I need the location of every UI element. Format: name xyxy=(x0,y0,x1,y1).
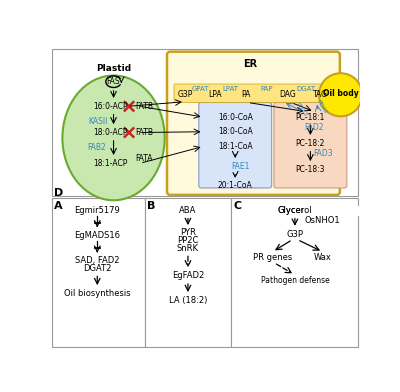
Circle shape xyxy=(319,73,362,116)
Text: D: D xyxy=(54,188,63,198)
Bar xyxy=(52,198,144,347)
Text: Wax: Wax xyxy=(314,253,332,262)
Bar xyxy=(303,206,368,216)
Text: Glycerol: Glycerol xyxy=(278,206,312,215)
Text: Pathogen defense: Pathogen defense xyxy=(260,276,329,285)
Text: LPA: LPA xyxy=(208,90,222,99)
Text: Egmir5179: Egmir5179 xyxy=(74,206,120,215)
Text: DGAT: DGAT xyxy=(296,85,316,92)
FancyBboxPatch shape xyxy=(274,102,347,188)
Text: FATA: FATA xyxy=(135,154,153,163)
Text: A: A xyxy=(54,201,62,211)
Text: PA: PA xyxy=(241,90,251,99)
Text: ABA: ABA xyxy=(179,206,197,215)
Text: 16:0-ACP: 16:0-ACP xyxy=(93,102,128,111)
Text: 16:0-CoA: 16:0-CoA xyxy=(218,113,253,122)
Text: PC-18:3: PC-18:3 xyxy=(296,165,325,174)
Text: LPAT: LPAT xyxy=(222,85,238,92)
FancyBboxPatch shape xyxy=(167,52,340,195)
Bar xyxy=(144,198,231,347)
Text: 18:0-CoA: 18:0-CoA xyxy=(218,127,253,136)
Text: TAG: TAG xyxy=(313,90,328,99)
Text: Oil body: Oil body xyxy=(323,89,358,98)
Text: PP2C: PP2C xyxy=(177,236,199,245)
Text: FATB: FATB xyxy=(135,128,153,137)
Text: ER: ER xyxy=(243,59,257,69)
Text: Plastid: Plastid xyxy=(96,64,131,73)
Text: Oil biosynthesis: Oil biosynthesis xyxy=(64,289,130,298)
Text: G3P: G3P xyxy=(286,230,303,239)
Text: 20:1-CoA: 20:1-CoA xyxy=(218,181,253,190)
Text: 18:1-ACP: 18:1-ACP xyxy=(93,159,128,168)
Text: 18:1-CoA: 18:1-CoA xyxy=(218,142,252,151)
Text: PC-18:2: PC-18:2 xyxy=(296,139,325,148)
Text: G3P: G3P xyxy=(177,90,192,99)
Text: FAD3: FAD3 xyxy=(314,149,333,158)
Text: 18:0-ACP: 18:0-ACP xyxy=(93,128,128,137)
Bar xyxy=(52,49,358,196)
Text: SnRK: SnRK xyxy=(177,243,199,252)
Text: EgMADS16: EgMADS16 xyxy=(74,231,120,240)
Ellipse shape xyxy=(62,76,165,200)
FancyBboxPatch shape xyxy=(174,84,330,102)
Bar xyxy=(231,198,358,347)
Text: PDCT: PDCT xyxy=(295,102,309,118)
Text: PAP: PAP xyxy=(260,85,273,92)
Text: FAS: FAS xyxy=(107,77,120,86)
Text: DAG: DAG xyxy=(279,90,296,99)
Text: B: B xyxy=(147,201,155,211)
Text: Glycerol: Glycerol xyxy=(278,206,312,215)
Text: FATB: FATB xyxy=(135,102,153,111)
Text: PDAT: PDAT xyxy=(315,99,327,115)
FancyBboxPatch shape xyxy=(199,102,272,188)
Text: FAE1: FAE1 xyxy=(231,162,250,171)
Text: C: C xyxy=(234,201,242,211)
Text: PYR: PYR xyxy=(180,228,196,237)
Text: DGAT2: DGAT2 xyxy=(83,263,112,272)
Text: PC-18:1: PC-18:1 xyxy=(296,113,325,122)
Text: KASII: KASII xyxy=(88,117,108,126)
Text: OsNHO1: OsNHO1 xyxy=(304,216,340,225)
Text: FAB2: FAB2 xyxy=(87,143,106,152)
Text: LA (18:2): LA (18:2) xyxy=(169,296,207,305)
Text: SAD, FAD2: SAD, FAD2 xyxy=(75,256,120,265)
Text: FAD2: FAD2 xyxy=(304,123,324,132)
Text: EgFAD2: EgFAD2 xyxy=(172,271,204,280)
Text: PR genes: PR genes xyxy=(253,253,292,262)
Text: OsNHO1: OsNHO1 xyxy=(306,206,341,215)
Text: GPAT: GPAT xyxy=(191,85,209,92)
